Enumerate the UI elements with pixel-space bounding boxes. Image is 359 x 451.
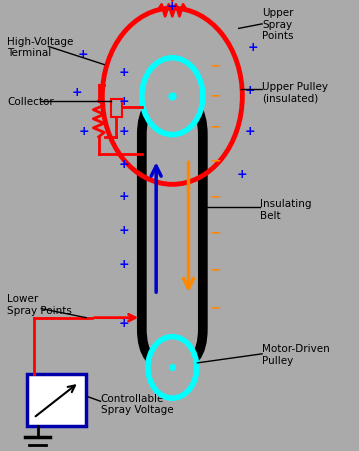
Text: +: + bbox=[118, 66, 129, 78]
Text: +: + bbox=[118, 190, 129, 202]
Text: +: + bbox=[72, 86, 83, 99]
Text: −: − bbox=[210, 88, 221, 101]
Text: +: + bbox=[118, 158, 129, 171]
Text: High-Voltage
Terminal: High-Voltage Terminal bbox=[7, 37, 74, 58]
Text: +: + bbox=[77, 48, 88, 60]
Text: Upper
Spray
Points: Upper Spray Points bbox=[262, 8, 294, 41]
Circle shape bbox=[142, 59, 203, 135]
Text: +: + bbox=[167, 0, 178, 13]
Text: −: − bbox=[210, 189, 221, 203]
Text: +: + bbox=[118, 316, 129, 329]
Bar bbox=[111, 100, 122, 117]
FancyBboxPatch shape bbox=[142, 97, 203, 368]
Text: +: + bbox=[118, 258, 129, 270]
Text: −: − bbox=[210, 262, 221, 275]
Text: −: − bbox=[210, 153, 221, 167]
Text: Lower
Spray Points: Lower Spray Points bbox=[7, 294, 72, 315]
Text: +: + bbox=[248, 41, 258, 54]
Text: Insulating
Belt: Insulating Belt bbox=[260, 199, 312, 221]
Text: Motor-Driven
Pulley: Motor-Driven Pulley bbox=[262, 343, 330, 365]
Text: +: + bbox=[118, 224, 129, 236]
Text: −: − bbox=[210, 59, 221, 72]
Text: +: + bbox=[244, 84, 255, 97]
Text: Collector: Collector bbox=[7, 97, 54, 106]
Text: Upper Pulley
(insulated): Upper Pulley (insulated) bbox=[262, 82, 328, 103]
Text: +: + bbox=[118, 124, 129, 137]
Text: +: + bbox=[244, 124, 255, 137]
Circle shape bbox=[148, 337, 197, 398]
Text: +: + bbox=[79, 124, 90, 137]
Text: −: − bbox=[210, 300, 221, 313]
Text: Controllable
Spray Voltage: Controllable Spray Voltage bbox=[101, 393, 173, 414]
Text: −: − bbox=[210, 120, 221, 133]
Text: −: − bbox=[210, 226, 221, 239]
Bar bbox=[27, 374, 86, 426]
Text: +: + bbox=[237, 167, 248, 180]
Text: +: + bbox=[118, 95, 129, 108]
